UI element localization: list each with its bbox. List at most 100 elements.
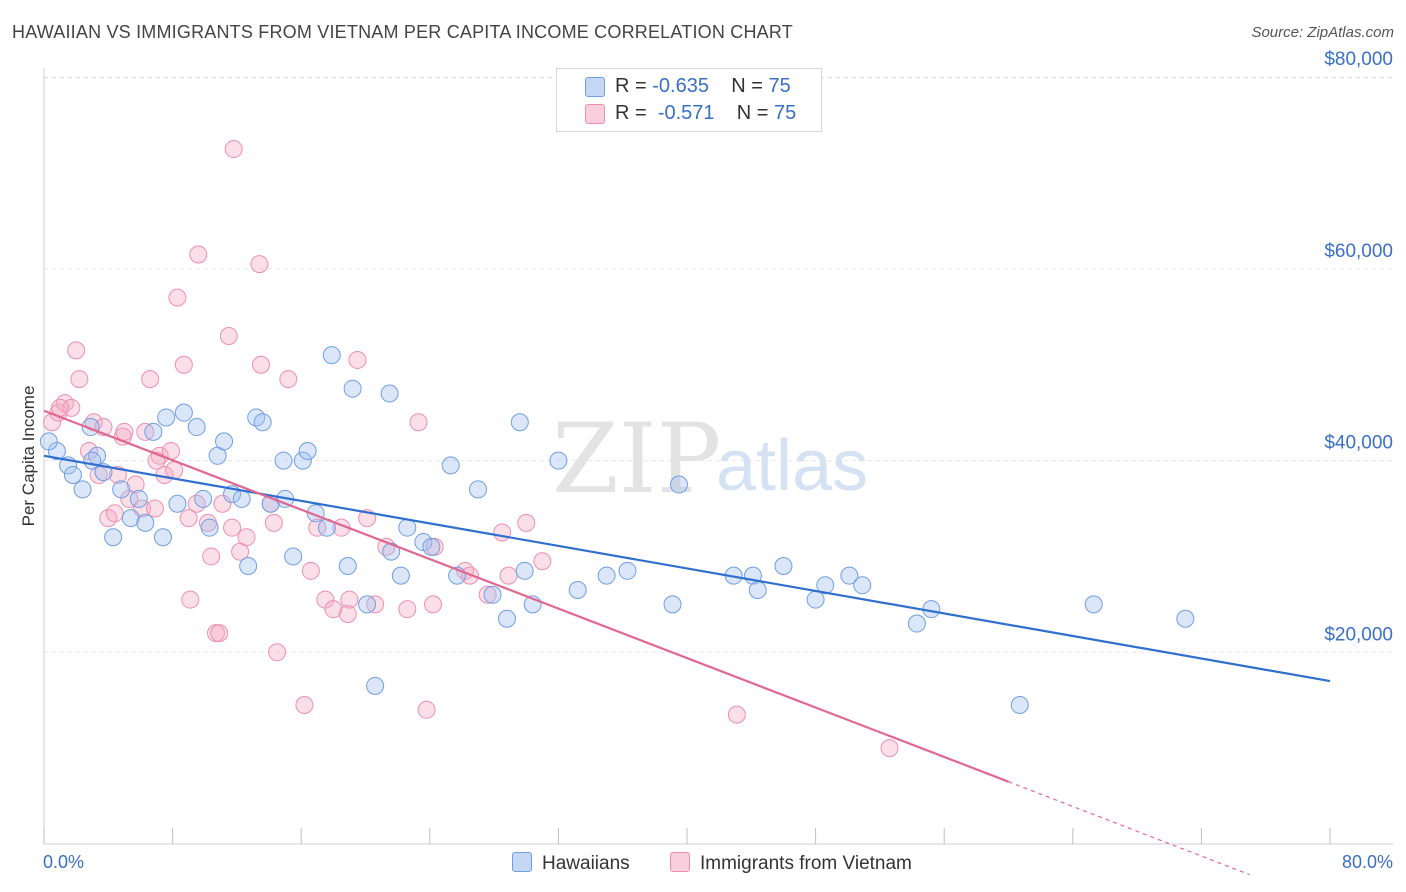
point-hawaiians <box>510 413 529 432</box>
point-vietnam <box>727 705 746 724</box>
point-hawaiians <box>422 537 441 556</box>
legend-n-value-hawaiians: 75 <box>768 75 791 97</box>
point-vietnam <box>115 422 134 441</box>
point-vietnam <box>250 255 269 274</box>
point-hawaiians <box>568 580 587 599</box>
bottom-legend-swatch-vietnam <box>670 852 690 872</box>
point-hawaiians <box>63 465 82 484</box>
point-vietnam <box>517 513 536 532</box>
bottom-legend-vietnam: Immigrants from Vietnam <box>670 852 912 875</box>
point-vietnam <box>213 494 232 513</box>
point-hawaiians <box>1176 609 1195 628</box>
point-hawaiians <box>343 379 362 398</box>
point-vietnam <box>409 413 428 432</box>
point-hawaiians <box>215 432 234 451</box>
point-vietnam <box>70 370 89 389</box>
point-hawaiians <box>1084 595 1103 614</box>
point-vietnam <box>533 552 552 571</box>
point-hawaiians <box>73 480 92 499</box>
point-hawaiians <box>907 614 926 633</box>
point-vietnam <box>301 561 320 580</box>
point-hawaiians <box>136 513 155 532</box>
point-vietnam <box>67 341 86 360</box>
point-vietnam <box>268 643 287 662</box>
x-tick-label-max: 80.0% <box>1342 852 1393 872</box>
point-hawaiians <box>497 609 516 628</box>
point-hawaiians <box>618 561 637 580</box>
point-hawaiians <box>597 566 616 585</box>
point-hawaiians <box>669 475 688 494</box>
point-hawaiians <box>83 451 102 470</box>
point-hawaiians <box>293 451 312 470</box>
trend-line-vietnam-extension <box>1008 781 1250 876</box>
point-hawaiians <box>515 561 534 580</box>
point-vietnam <box>424 595 443 614</box>
chart-title: HAWAIIAN VS IMMIGRANTS FROM VIETNAM PER … <box>12 22 793 42</box>
point-hawaiians <box>174 403 193 422</box>
point-vietnam <box>219 326 238 345</box>
point-vietnam <box>338 604 357 623</box>
legend-r-value-hawaiians: -0.635 <box>652 75 709 97</box>
bottom-legend-hawaiians: Hawaiians <box>512 852 630 875</box>
y-tick-label: $40,000 <box>1324 433 1393 454</box>
point-vietnam <box>145 499 164 518</box>
point-vietnam <box>279 370 298 389</box>
point-hawaiians <box>380 384 399 403</box>
point-vietnam <box>264 513 283 532</box>
point-vietnam <box>324 600 343 619</box>
point-hawaiians <box>853 576 872 595</box>
source-label: Source: ZipAtlas.com <box>1251 24 1394 41</box>
point-hawaiians <box>112 480 131 499</box>
point-hawaiians <box>549 451 568 470</box>
point-hawaiians <box>358 595 377 614</box>
point-vietnam <box>237 528 256 547</box>
y-tick-labels: $20,000 $40,000 $60,000 $80,000 <box>1324 49 1393 645</box>
point-vietnam <box>223 518 242 537</box>
legend-n-value-vietnam: 75 <box>774 102 797 124</box>
point-hawaiians <box>391 566 410 585</box>
legend-r-value-vietnam: -0.571 <box>657 102 715 124</box>
point-vietnam <box>340 590 359 609</box>
legend-r-label: R = <box>615 75 647 97</box>
point-hawaiians <box>774 557 793 576</box>
point-vietnam <box>224 140 243 159</box>
point-vietnam <box>308 518 327 537</box>
point-hawaiians <box>748 580 767 599</box>
point-hawaiians <box>840 566 859 585</box>
point-vietnam <box>417 700 436 719</box>
y-axis-label: Per Capita Income <box>19 386 38 527</box>
bottom-legend-label-hawaiians: Hawaiians <box>542 853 630 874</box>
y-tick-label: $80,000 <box>1324 49 1393 70</box>
point-hawaiians <box>298 442 317 460</box>
point-hawaiians <box>187 418 206 437</box>
point-vietnam <box>105 504 124 523</box>
point-hawaiians <box>253 413 272 432</box>
watermark: ZIP atlas <box>552 403 868 515</box>
point-hawaiians <box>274 451 293 470</box>
point-hawaiians <box>194 489 213 508</box>
correlation-legend: R = -0.635 N = 75 R = -0.571 N = 75 <box>556 68 822 132</box>
point-hawaiians <box>168 494 187 513</box>
point-vietnam <box>168 288 187 307</box>
point-hawaiians <box>200 518 219 537</box>
point-vietnam <box>880 739 899 758</box>
series-hawaiians-points <box>39 346 1195 715</box>
bottom-legend-swatch-hawaiians <box>512 852 532 872</box>
point-hawaiians <box>39 432 58 451</box>
point-vietnam <box>189 245 208 264</box>
point-hawaiians <box>284 547 303 566</box>
point-hawaiians <box>239 557 258 576</box>
point-hawaiians <box>663 595 682 614</box>
point-hawaiians <box>157 408 176 427</box>
x-tick-label-min: 0.0% <box>43 852 84 872</box>
series-vietnam-points <box>43 140 899 758</box>
point-hawaiians <box>483 585 502 604</box>
legend-n-label: N = <box>736 102 769 124</box>
point-vietnam <box>126 475 145 494</box>
point-vietnam <box>141 370 160 389</box>
point-vietnam <box>493 523 512 542</box>
point-hawaiians <box>322 346 341 365</box>
point-vietnam <box>478 585 497 604</box>
point-hawaiians <box>338 557 357 576</box>
